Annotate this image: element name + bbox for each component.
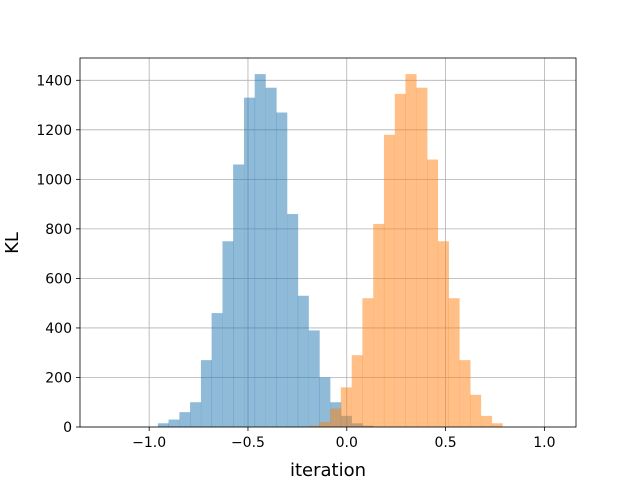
histogram-bar bbox=[362, 298, 374, 427]
histogram-bar bbox=[157, 423, 169, 427]
histogram-bar bbox=[405, 74, 417, 427]
histogram-bar bbox=[276, 112, 288, 428]
y-tick-label: 600 bbox=[45, 271, 72, 287]
x-axis-label: iteration bbox=[290, 460, 366, 480]
x-tick-label: 0.5 bbox=[434, 435, 456, 451]
y-tick-label: 200 bbox=[45, 370, 72, 386]
axis-ticks: −1.0 −0.5 0.0 0.5 1.0 0 200 400 600 800 1000 1200 14… bbox=[36, 73, 555, 451]
histogram-bar bbox=[265, 87, 277, 427]
grid bbox=[80, 58, 576, 428]
y-tick-label: 1200 bbox=[36, 123, 72, 139]
histogram-bar bbox=[319, 377, 331, 427]
y-tick-label: 800 bbox=[45, 222, 72, 238]
x-tick-label: −0.5 bbox=[231, 435, 265, 451]
histogram-bar bbox=[200, 360, 213, 427]
histogram-bar bbox=[254, 74, 266, 427]
histogram-bar bbox=[297, 295, 309, 427]
histogram-bar bbox=[222, 241, 234, 427]
histogram-bar bbox=[233, 164, 245, 427]
histogram-bar bbox=[427, 159, 439, 427]
y-tick-label: 0 bbox=[63, 420, 72, 436]
histogram-bar bbox=[394, 93, 406, 427]
y-tick-label: 1000 bbox=[36, 172, 72, 188]
x-tick-label: −1.0 bbox=[132, 435, 166, 451]
histogram-bar bbox=[308, 330, 320, 427]
histogram-bar bbox=[308, 425, 320, 427]
histogram-bar bbox=[480, 415, 493, 427]
histogram-bar bbox=[383, 134, 395, 428]
histogram-bar bbox=[190, 402, 202, 427]
x-tick-label: 1.0 bbox=[533, 435, 555, 451]
y-tick-label: 1400 bbox=[36, 73, 72, 89]
histogram-bar bbox=[287, 214, 299, 427]
histogram-bar bbox=[319, 422, 331, 427]
y-axis-label: KL bbox=[2, 232, 23, 254]
histogram-bar bbox=[211, 313, 223, 427]
axes-frame bbox=[79, 57, 577, 428]
y-tick-label: 400 bbox=[45, 321, 72, 337]
histogram-bar bbox=[351, 355, 363, 427]
histogram-bar bbox=[179, 412, 191, 427]
histogram-bar bbox=[373, 223, 385, 427]
histogram-bar bbox=[448, 298, 460, 427]
histogram-bar bbox=[330, 408, 342, 427]
histogram-bar bbox=[416, 87, 428, 427]
histogram-bar bbox=[437, 241, 449, 427]
plot-frame bbox=[79, 57, 577, 428]
histogram-bar bbox=[244, 97, 256, 428]
histogram-bar bbox=[340, 387, 352, 427]
x-tick-label: 0.0 bbox=[336, 435, 358, 451]
histogram-bar bbox=[470, 394, 482, 427]
histogram-bar bbox=[459, 360, 471, 427]
histogram-bar bbox=[491, 423, 503, 427]
histogram-bar bbox=[168, 419, 180, 427]
histogram-bars bbox=[157, 74, 503, 428]
